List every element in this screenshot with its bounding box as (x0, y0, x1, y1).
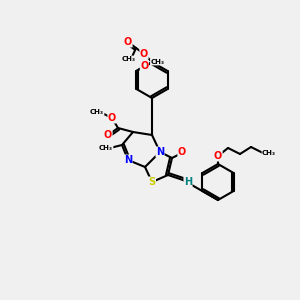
Text: CH₃: CH₃ (122, 56, 136, 62)
Text: CH₃: CH₃ (262, 150, 276, 156)
Text: O: O (214, 151, 222, 161)
Text: CH₃: CH₃ (150, 59, 164, 65)
Text: O: O (140, 61, 148, 71)
Text: N: N (156, 147, 164, 157)
Text: H: H (184, 177, 192, 187)
Text: O: O (108, 113, 116, 123)
Text: N: N (124, 155, 132, 165)
Text: O: O (140, 49, 148, 59)
Text: S: S (148, 177, 156, 187)
Text: CH₃: CH₃ (90, 109, 104, 115)
Text: O: O (104, 130, 112, 140)
Text: O: O (124, 37, 132, 47)
Text: O: O (178, 147, 186, 157)
Text: CH₃: CH₃ (99, 145, 113, 151)
